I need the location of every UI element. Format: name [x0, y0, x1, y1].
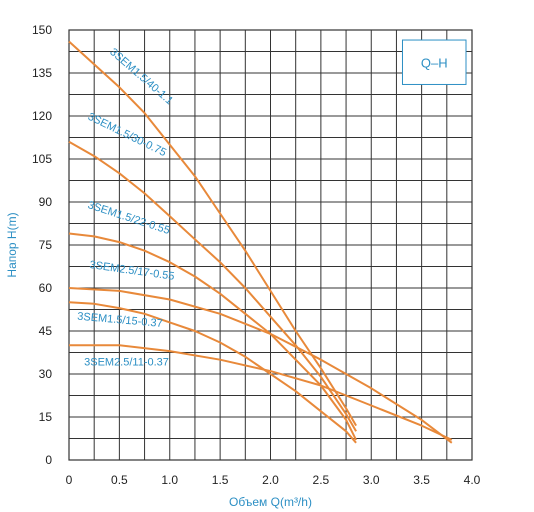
series-line [69, 344, 453, 441]
y-tick-label: 30 [39, 367, 53, 381]
y-tick-label: 75 [39, 238, 53, 252]
series-line [68, 140, 357, 432]
y-tick-label: 135 [32, 66, 52, 80]
y-tick-label: 45 [39, 324, 53, 338]
qh-title-frame [401, 39, 467, 85]
y-tick-label: 15 [39, 410, 53, 424]
x-tick-label: 4.0 [464, 473, 481, 487]
x-tick-label: 1.5 [212, 473, 229, 487]
y-tick-label: 150 [32, 23, 52, 37]
grid [68, 29, 473, 461]
y-tick-label: 0 [45, 453, 52, 467]
series-line [68, 287, 453, 444]
y-tick-label: 90 [39, 195, 53, 209]
x-tick-label: 3.0 [363, 473, 380, 487]
qh-title-box: Q–H [401, 39, 467, 85]
x-tick-label: 2.0 [262, 473, 279, 487]
series-label: 3SEM2.5/11-0.37 [84, 356, 169, 368]
series-label: 3SEM1.5/40-1.1 [107, 46, 175, 107]
y-tick-label: 120 [32, 109, 52, 123]
pump-curves: 3SEM1.5/40-1.13SEM1.5/30-0.753SEM1.5/22-… [68, 40, 453, 444]
x-tick-label: 1.0 [161, 473, 178, 487]
x-tick-label: 0 [66, 473, 73, 487]
series-label: 3SEM2.5/17-0.55 [89, 259, 175, 283]
y-tick-label: 105 [32, 152, 52, 166]
series-line [68, 301, 357, 444]
plot-frame [68, 29, 473, 461]
series-label: 3SEM1.5/15-0.37 [77, 311, 163, 330]
chart-title: Q–H [421, 55, 448, 70]
y-tick-label: 60 [39, 281, 53, 295]
series-line [68, 40, 357, 427]
y-axis-label: Напор H(m) [5, 212, 19, 277]
x-tick-label: 3.5 [413, 473, 430, 487]
x-tick-label: 2.5 [313, 473, 330, 487]
tick-labels: 0 0.5 1.0 1.5 2.0 2.5 3.0 3.5 4.0 0 15 30 45 60 75 90 10… [32, 23, 481, 487]
x-tick-label: 0.5 [111, 473, 128, 487]
series-label: 3SEM1.5/30-0.75 [86, 111, 168, 159]
x-axis-label: Объем Q(m³/h) [229, 495, 312, 509]
